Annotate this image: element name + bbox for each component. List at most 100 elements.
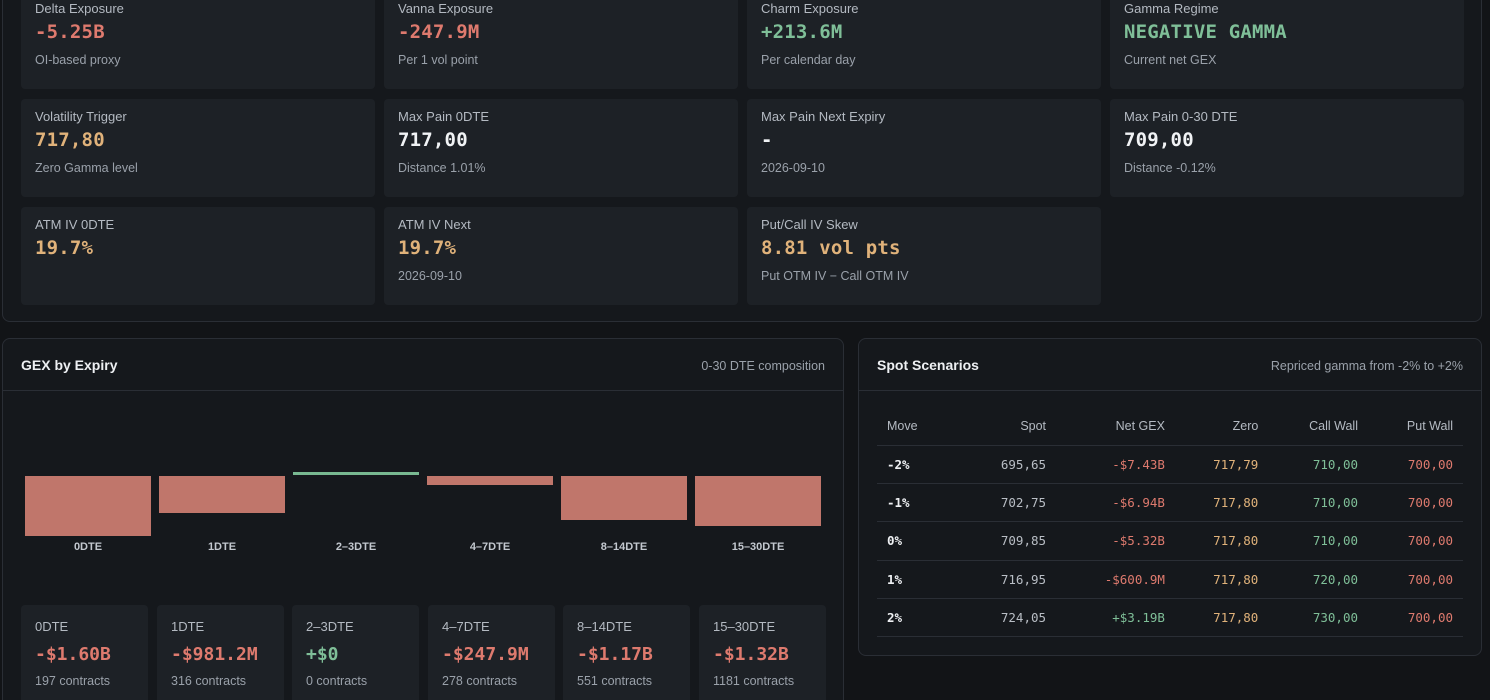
cell-zero: 717,80	[1174, 483, 1269, 523]
bucket-value: +$0	[306, 644, 339, 665]
spot-scenarios-panel: Spot Scenarios Repriced gamma from -2% t…	[858, 338, 1482, 656]
metric-value: -247.9M	[398, 21, 480, 43]
metric-sub: Per 1 vol point	[398, 53, 478, 67]
gex-bar-5	[695, 476, 821, 526]
cell-put-wall: 700,00	[1368, 445, 1463, 484]
cell-net-gex: -$5.32B	[1056, 521, 1175, 561]
metric-label: ATM IV Next	[398, 217, 471, 232]
panel-title: Spot Scenarios	[877, 357, 979, 373]
bucket-contracts: 1181 contracts	[713, 674, 795, 688]
cell-call-wall: 720,00	[1268, 560, 1368, 600]
metric-sub: Current net GEX	[1124, 53, 1217, 67]
metric-sub: Zero Gamma level	[35, 161, 138, 175]
metric-card-max-pain-next-expiry: Max Pain Next Expiry - 2026-09-10	[747, 99, 1101, 197]
metric-sub: Put OTM IV − Call OTM IV	[761, 269, 909, 283]
bucket-contracts: 0 contracts	[306, 674, 368, 688]
table-row: -1% 702,75 -$6.94B 717,80 710,00 700,00	[877, 483, 1463, 523]
metric-sub: Per calendar day	[761, 53, 856, 67]
bucket-value: -$1.17B	[577, 644, 653, 665]
column-header-zero: Zero	[1174, 407, 1269, 446]
panel-title: GEX by Expiry	[21, 357, 118, 373]
metric-label: Vanna Exposure	[398, 1, 494, 16]
metric-label: Gamma Regime	[1124, 1, 1219, 16]
metric-label: Max Pain 0DTE	[398, 109, 490, 124]
bucket-label: 8–14DTE	[577, 619, 632, 634]
bucket-card-1dte: 1DTE -$981.2M 316 contracts	[157, 605, 284, 700]
cell-zero: 717,80	[1174, 521, 1269, 561]
bucket-card-8-14dte: 8–14DTE -$1.17B 551 contracts	[563, 605, 690, 700]
panel-header: GEX by Expiry 0-30 DTE composition	[3, 339, 843, 391]
gex-bar-label-0: 0DTE	[73, 541, 103, 553]
bucket-label: 0DTE	[35, 619, 69, 634]
metric-label: ATM IV 0DTE	[35, 217, 115, 232]
bucket-value: -$981.2M	[171, 644, 258, 665]
bucket-card-2-3dte: 2–3DTE +$0 0 contracts	[292, 605, 419, 700]
metric-value: 19.7%	[35, 237, 94, 259]
cell-put-wall: 700,00	[1368, 598, 1463, 638]
metric-card-delta-exposure: Delta Exposure -5.25B OI-based proxy	[21, 0, 375, 89]
gex-bar-label-1: 1DTE	[207, 541, 237, 553]
metric-value: -	[761, 129, 773, 151]
bucket-card-4-7dte: 4–7DTE -$247.9M 278 contracts	[428, 605, 555, 700]
cell-call-wall: 710,00	[1268, 521, 1368, 561]
column-header-net-gex: Net GEX	[1056, 407, 1175, 446]
metric-label: Delta Exposure	[35, 1, 124, 16]
table-row: 2% 724,05 +$3.19B 717,80 730,00 700,00	[877, 598, 1463, 638]
metric-value: 717,80	[35, 129, 105, 151]
cell-move: 2%	[877, 598, 963, 638]
metric-card-charm-exposure: Charm Exposure +213.6M Per calendar day	[747, 0, 1101, 89]
column-header-put-wall: Put Wall	[1368, 407, 1463, 446]
gex-bar-3	[427, 476, 553, 486]
cell-spot: 702,75	[962, 483, 1057, 523]
cell-move: -2%	[877, 445, 963, 484]
cell-move: 0%	[877, 521, 963, 561]
table-header-row: Move Spot Net GEX Zero Call Wall Put Wal…	[877, 407, 1463, 446]
panel-header: Spot Scenarios Repriced gamma from -2% t…	[859, 339, 1481, 391]
metric-card-max-pain-0dte: Max Pain 0DTE 717,00 Distance 1.01%	[384, 99, 738, 197]
metric-sub: OI-based proxy	[35, 53, 121, 67]
cell-move: -1%	[877, 483, 963, 523]
gex-bar-label-4: 8–14DTE	[600, 541, 648, 553]
cell-call-wall: 730,00	[1268, 598, 1368, 638]
cell-spot: 716,95	[962, 560, 1057, 600]
cell-net-gex: -$6.94B	[1056, 483, 1175, 523]
column-header-spot: Spot	[962, 407, 1057, 446]
bucket-label: 15–30DTE	[713, 619, 776, 634]
table-row: -2% 695,65 -$7.43B 717,79 710,00 700,00	[877, 445, 1463, 484]
cell-spot: 709,85	[962, 521, 1057, 561]
panel-subtitle: 0-30 DTE composition	[701, 359, 825, 373]
bucket-value: -$1.32B	[713, 644, 789, 665]
bucket-contracts: 316 contracts	[171, 674, 247, 688]
cell-net-gex: +$3.19B	[1056, 598, 1175, 638]
bucket-contracts: 551 contracts	[577, 674, 653, 688]
gex-bar-4	[561, 476, 687, 520]
metric-value: -5.25B	[35, 21, 105, 43]
metric-label: Volatility Trigger	[35, 109, 127, 124]
bucket-label: 2–3DTE	[306, 619, 354, 634]
gex-bar-1	[159, 476, 285, 513]
metric-card-max-pain-0-30-dte: Max Pain 0-30 DTE 709,00 Distance -0.12%	[1110, 99, 1464, 197]
metric-label: Charm Exposure	[761, 1, 859, 16]
cell-call-wall: 710,00	[1268, 445, 1368, 484]
metric-sub: Distance 1.01%	[398, 161, 486, 175]
cell-call-wall: 710,00	[1268, 483, 1368, 523]
metric-card-atm-iv-0dte: ATM IV 0DTE 19.7%	[21, 207, 375, 305]
bucket-card-0dte: 0DTE -$1.60B 197 contracts	[21, 605, 148, 700]
cell-zero: 717,80	[1174, 560, 1269, 600]
cell-put-wall: 700,00	[1368, 483, 1463, 523]
metric-sub: Distance -0.12%	[1124, 161, 1216, 175]
metric-label: Max Pain Next Expiry	[761, 109, 886, 124]
spot-scenarios-table: Move Spot Net GEX Zero Call Wall Put Wal…	[877, 407, 1463, 638]
metrics-panel: Delta Exposure -5.25B OI-based proxy Van…	[2, 0, 1482, 322]
metric-card-put-call-iv-skew: Put/Call IV Skew 8.81 vol pts Put OTM IV…	[747, 207, 1101, 305]
gex-bar-label-3: 4–7DTE	[469, 541, 511, 553]
gex-bar-label-2: 2–3DTE	[335, 541, 377, 553]
metric-value: 717,00	[398, 129, 468, 151]
panel-subtitle: Repriced gamma from -2% to +2%	[1270, 359, 1463, 373]
metric-card-volatility-trigger: Volatility Trigger 717,80 Zero Gamma lev…	[21, 99, 375, 197]
cell-spot: 695,65	[962, 445, 1057, 484]
table-row: 0% 709,85 -$5.32B 717,80 710,00 700,00	[877, 521, 1463, 561]
metric-card-gamma-regime: Gamma Regime NEGATIVE GAMMA Current net …	[1110, 0, 1464, 89]
bucket-contracts: 278 contracts	[442, 674, 518, 688]
cell-net-gex: -$7.43B	[1056, 445, 1175, 484]
